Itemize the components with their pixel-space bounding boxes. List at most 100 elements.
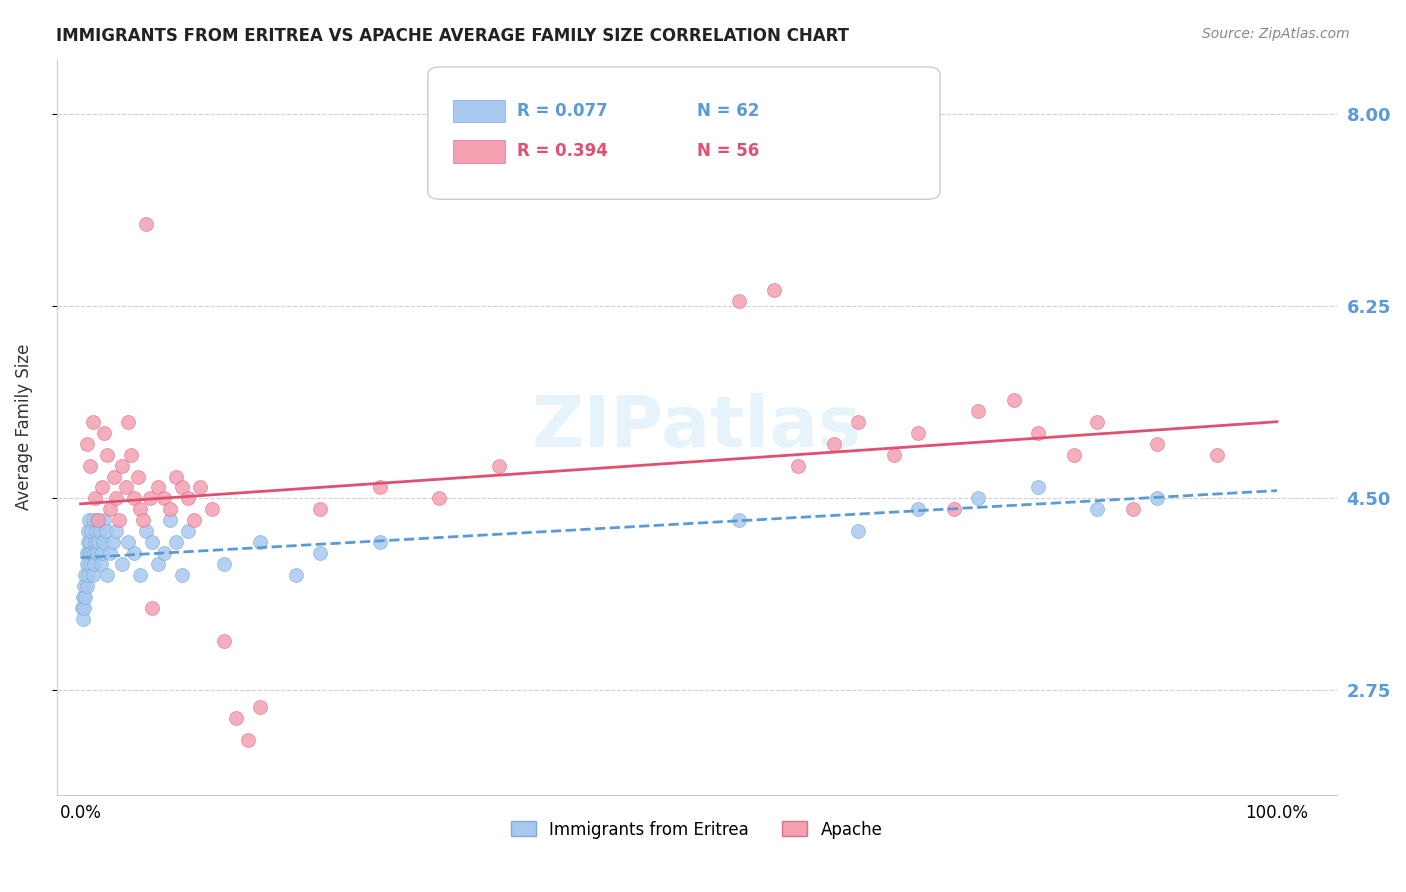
Point	[129, 568, 152, 582]
Point	[135, 217, 157, 231]
Point	[148, 558, 170, 572]
Point	[177, 491, 200, 506]
Point	[942, 502, 965, 516]
Point	[139, 491, 162, 506]
Point	[153, 491, 176, 506]
Point	[86, 513, 108, 527]
Point	[846, 524, 869, 539]
Point	[79, 535, 101, 549]
Point	[159, 502, 181, 516]
Point	[76, 546, 98, 560]
Point	[76, 579, 98, 593]
Point	[141, 535, 163, 549]
Point	[77, 546, 100, 560]
Point	[120, 448, 142, 462]
Point	[82, 415, 104, 429]
Point	[108, 513, 131, 527]
Point	[236, 732, 259, 747]
Point	[76, 568, 98, 582]
Point	[80, 524, 103, 539]
Point	[105, 524, 128, 539]
Point	[93, 513, 115, 527]
Point	[225, 711, 247, 725]
Point	[83, 546, 105, 560]
Point	[96, 448, 118, 462]
Point	[188, 481, 211, 495]
Point	[1146, 491, 1168, 506]
Point	[75, 568, 97, 582]
Point	[1063, 448, 1085, 462]
Point	[1026, 425, 1049, 440]
Point	[907, 425, 929, 440]
Point	[87, 535, 110, 549]
Bar	[454, 100, 505, 122]
Point	[172, 481, 194, 495]
Point	[763, 283, 786, 297]
Point	[1087, 415, 1109, 429]
Point	[117, 415, 139, 429]
Point	[86, 546, 108, 560]
Point	[94, 524, 117, 539]
Point	[84, 524, 107, 539]
Point	[73, 579, 96, 593]
Point	[90, 558, 112, 572]
Point	[249, 535, 271, 549]
Text: ZIPatlas: ZIPatlas	[531, 392, 862, 462]
Point	[727, 513, 749, 527]
Point	[76, 558, 98, 572]
Point	[727, 293, 749, 308]
Point	[1002, 392, 1025, 407]
Point	[201, 502, 224, 516]
Point	[132, 513, 155, 527]
Point	[135, 524, 157, 539]
Point	[76, 535, 98, 549]
Text: N = 56: N = 56	[697, 143, 759, 161]
Point	[212, 634, 235, 648]
Text: IMMIGRANTS FROM ERITREA VS APACHE AVERAGE FAMILY SIZE CORRELATION CHART: IMMIGRANTS FROM ERITREA VS APACHE AVERAG…	[56, 27, 849, 45]
Point	[76, 524, 98, 539]
Point	[101, 535, 124, 549]
Point	[883, 448, 905, 462]
Point	[124, 491, 146, 506]
Point	[76, 436, 98, 450]
Point	[1146, 436, 1168, 450]
Point	[96, 568, 118, 582]
Text: N = 62: N = 62	[697, 102, 759, 120]
Point	[429, 491, 451, 506]
Point	[1206, 448, 1229, 462]
Point	[117, 535, 139, 549]
Point	[966, 491, 988, 506]
Point	[100, 546, 122, 560]
Legend: Immigrants from Eritrea, Apache: Immigrants from Eritrea, Apache	[505, 814, 889, 846]
Point	[83, 491, 105, 506]
Point	[100, 502, 122, 516]
Point	[105, 491, 128, 506]
Point	[82, 568, 104, 582]
FancyBboxPatch shape	[427, 67, 941, 199]
Bar	[454, 140, 505, 162]
Y-axis label: Average Family Size: Average Family Size	[15, 344, 32, 510]
Point	[111, 558, 134, 572]
Point	[966, 403, 988, 417]
Point	[115, 481, 138, 495]
Point	[212, 558, 235, 572]
Point	[89, 524, 111, 539]
Point	[79, 458, 101, 473]
Text: R = 0.394: R = 0.394	[517, 143, 609, 161]
Point	[172, 568, 194, 582]
Point	[368, 481, 391, 495]
Point	[124, 546, 146, 560]
Point	[907, 502, 929, 516]
Point	[82, 513, 104, 527]
Text: R = 0.077: R = 0.077	[517, 102, 609, 120]
Point	[70, 601, 93, 615]
Point	[148, 481, 170, 495]
Point	[1122, 502, 1144, 516]
Point	[91, 546, 114, 560]
Point	[72, 591, 94, 605]
Point	[77, 513, 100, 527]
Point	[91, 535, 114, 549]
Point	[165, 469, 187, 483]
Point	[1026, 481, 1049, 495]
Point	[127, 469, 149, 483]
